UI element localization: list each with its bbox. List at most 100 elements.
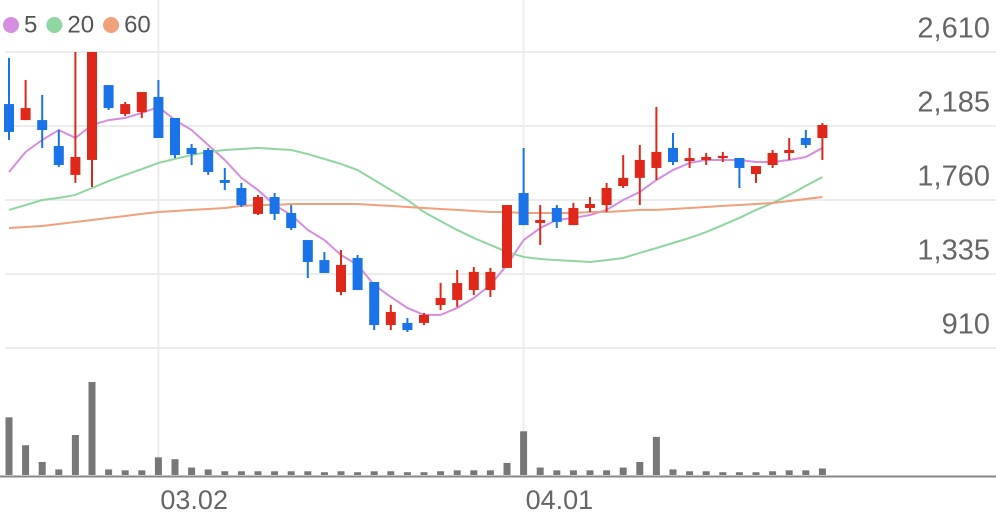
candle-body bbox=[37, 120, 48, 131]
candle-body bbox=[385, 311, 396, 326]
volume-bar bbox=[752, 472, 760, 475]
legend-label: 20 bbox=[67, 11, 94, 38]
volume-bar bbox=[802, 470, 810, 475]
volume-bar bbox=[171, 459, 179, 475]
y-tick-label: 2,185 bbox=[917, 87, 990, 119]
candle-body bbox=[203, 150, 214, 172]
volume-bar bbox=[121, 470, 129, 475]
candle-body bbox=[53, 146, 64, 166]
volume-bar bbox=[636, 461, 644, 475]
volume-bar bbox=[287, 471, 295, 475]
ma-line bbox=[8, 196, 823, 230]
volume-bar bbox=[553, 470, 561, 475]
volume-bar bbox=[669, 469, 677, 475]
volume-bar bbox=[453, 470, 461, 475]
candle-body bbox=[485, 271, 496, 291]
candle-body bbox=[651, 151, 662, 168]
candle-body bbox=[468, 271, 479, 291]
volume-bar bbox=[470, 470, 478, 475]
volume-bar bbox=[818, 468, 826, 475]
volume-bar bbox=[271, 471, 279, 475]
candle-body bbox=[751, 166, 761, 175]
candle-body bbox=[70, 156, 81, 175]
candle-body bbox=[618, 177, 629, 187]
volume-bar bbox=[354, 472, 362, 475]
volume-bar bbox=[586, 470, 594, 475]
candle-body bbox=[701, 156, 712, 160]
candle-body bbox=[87, 52, 97, 160]
volume-bar bbox=[403, 472, 411, 475]
candle-body bbox=[269, 197, 280, 214]
volume-bar bbox=[38, 461, 46, 475]
candle-body bbox=[136, 92, 147, 113]
volume-bar bbox=[154, 457, 162, 475]
candle-body bbox=[336, 264, 346, 292]
candle-body bbox=[302, 240, 313, 262]
candle-body bbox=[634, 159, 645, 178]
volume-bar bbox=[71, 435, 79, 475]
candle-body bbox=[684, 158, 695, 161]
candle-body bbox=[103, 85, 114, 109]
legend-marker bbox=[3, 17, 19, 33]
candle-body bbox=[568, 208, 579, 226]
volume-bar bbox=[387, 471, 395, 475]
y-tick-label: 1,335 bbox=[917, 235, 990, 267]
candle-body bbox=[419, 314, 429, 323]
ma-line bbox=[8, 105, 823, 316]
volume-bar bbox=[735, 472, 743, 475]
volume-bar bbox=[503, 462, 511, 475]
candle-body bbox=[435, 298, 446, 305]
candle-body bbox=[319, 260, 330, 273]
candle-body bbox=[4, 104, 14, 132]
legend-label: 5 bbox=[24, 11, 37, 38]
volume-bar bbox=[486, 470, 494, 475]
volume-bar bbox=[719, 472, 727, 475]
volume-bar bbox=[221, 471, 229, 475]
volume-bar bbox=[204, 469, 212, 475]
volume-bar bbox=[785, 470, 793, 475]
candle-body bbox=[452, 283, 463, 300]
candle-body bbox=[734, 158, 745, 168]
volume-bar bbox=[55, 469, 63, 475]
volume-bar bbox=[702, 471, 710, 475]
volume-bar bbox=[420, 472, 428, 475]
candle-body bbox=[153, 96, 164, 139]
candle-body bbox=[535, 220, 546, 223]
candle-body bbox=[352, 257, 363, 291]
volume-bar bbox=[370, 471, 378, 475]
volume-bar bbox=[254, 471, 262, 475]
legend-label: 60 bbox=[124, 11, 151, 38]
ma-line bbox=[8, 146, 823, 263]
volume-bar bbox=[569, 470, 577, 475]
volume-bar bbox=[320, 472, 328, 475]
volume-bar bbox=[520, 431, 528, 475]
y-tick-label: 910 bbox=[942, 309, 990, 341]
candle-body bbox=[502, 205, 512, 268]
candle-body bbox=[668, 147, 678, 163]
volume-bar bbox=[652, 436, 660, 475]
volume-bar bbox=[603, 470, 611, 475]
candle-body bbox=[585, 204, 595, 209]
volume-bar bbox=[188, 467, 196, 475]
volume-bar bbox=[22, 445, 30, 475]
volume-bar bbox=[5, 417, 13, 475]
x-tick-label: 04.01 bbox=[526, 485, 594, 515]
volume-bar bbox=[437, 471, 445, 475]
candle-body bbox=[817, 124, 828, 139]
y-tick-label: 2,610 bbox=[917, 13, 990, 45]
legend-marker bbox=[103, 17, 120, 33]
candle-body bbox=[186, 147, 197, 155]
candle-body bbox=[800, 138, 811, 145]
candle-body bbox=[120, 104, 131, 114]
candle-body bbox=[551, 208, 562, 222]
volume-bar bbox=[88, 382, 96, 475]
volume-bar bbox=[619, 467, 627, 475]
candle-body bbox=[170, 117, 180, 156]
volume-bar bbox=[337, 471, 345, 475]
candle-body bbox=[767, 152, 778, 166]
y-tick-label: 1,760 bbox=[917, 161, 990, 193]
legend-marker bbox=[46, 17, 63, 33]
candle-body bbox=[369, 282, 380, 326]
